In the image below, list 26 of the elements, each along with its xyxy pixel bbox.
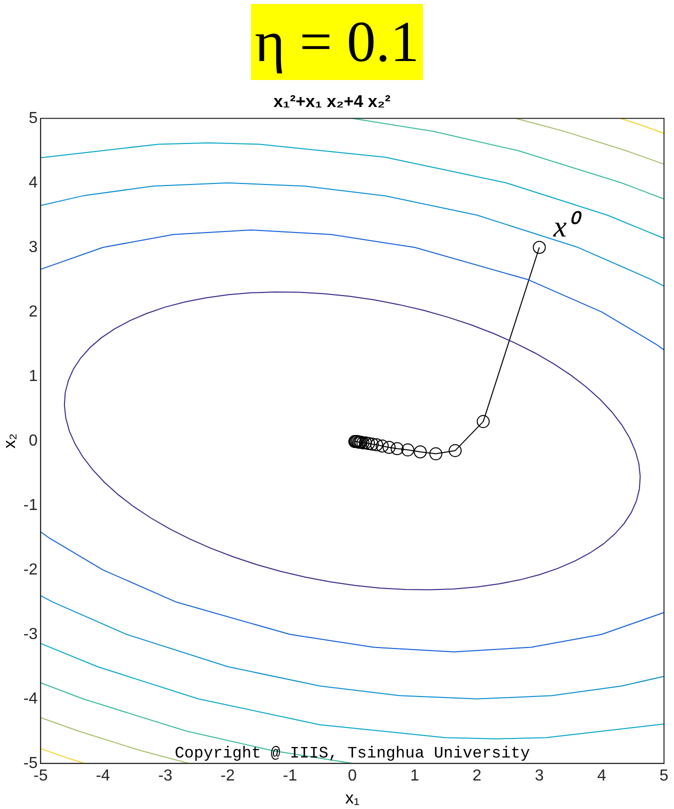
y-tick-label: -4 <box>23 690 38 708</box>
annotation: x⁰ <box>552 210 583 244</box>
y-tick-label: 4 <box>28 174 38 192</box>
x-tick-label: 4 <box>597 767 606 784</box>
y-tick-label: 1 <box>28 368 38 385</box>
x-tick-label: 2 <box>472 767 482 784</box>
x-tick-label: 1 <box>410 767 420 784</box>
y-tick-label: 5 <box>28 110 38 127</box>
chart-title: η = 0.1 <box>250 4 424 80</box>
x-tick-label: -1 <box>282 767 298 784</box>
y-tick-label: 3 <box>28 238 38 256</box>
x-tick-label: 0 <box>348 767 357 784</box>
y-tick-label: 2 <box>28 303 38 320</box>
x-tick-label: -4 <box>96 767 110 784</box>
y-tick-label: 0 <box>28 432 38 450</box>
y-axis-title: x₂ <box>0 433 19 448</box>
y-tick-label: -1 <box>23 496 38 514</box>
chart-subtitle: x₁²+x₁ x₂+4 x₂² <box>273 92 391 111</box>
x-tick-label: -3 <box>158 767 173 784</box>
x-tick-label: 5 <box>660 767 669 784</box>
y-tick-label: -3 <box>23 626 38 643</box>
y-tick-label: -2 <box>23 561 38 578</box>
x-tick-label: -2 <box>220 767 235 784</box>
x-axis-title: x₁ <box>345 788 360 808</box>
x-tick-label: 3 <box>534 767 544 784</box>
y-tick-label: -5 <box>23 754 38 772</box>
